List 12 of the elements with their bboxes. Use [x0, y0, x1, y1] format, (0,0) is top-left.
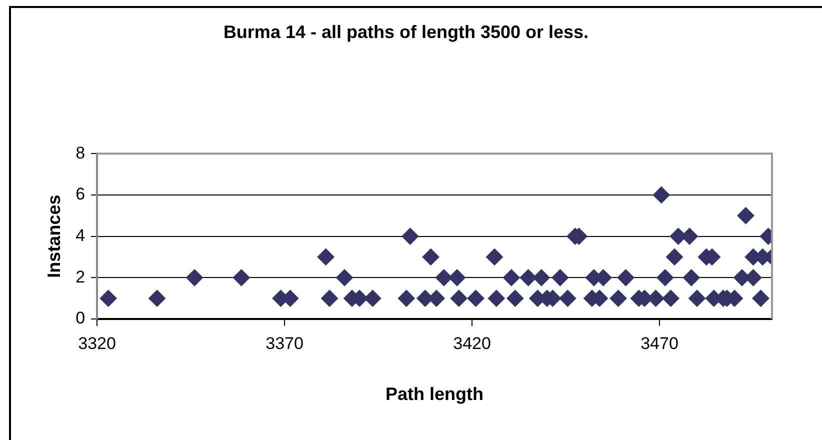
x-tick-label: 3320 [78, 334, 116, 353]
y-tick-label: 0 [76, 308, 86, 328]
y-tick-label: 8 [76, 143, 86, 162]
x-tick-label: 3470 [640, 334, 678, 353]
y-tick-label: 4 [76, 226, 86, 245]
x-axis-title: Path length [386, 384, 484, 404]
x-tick-label: 3370 [266, 334, 304, 353]
x-tick-label: 3420 [453, 334, 491, 353]
y-tick-label: 6 [76, 184, 86, 204]
y-tick-label: 2 [76, 267, 86, 286]
chart-title: Burma 14 - all paths of length 3500 or less. [223, 22, 589, 42]
y-axis-title: Instances [44, 194, 64, 278]
